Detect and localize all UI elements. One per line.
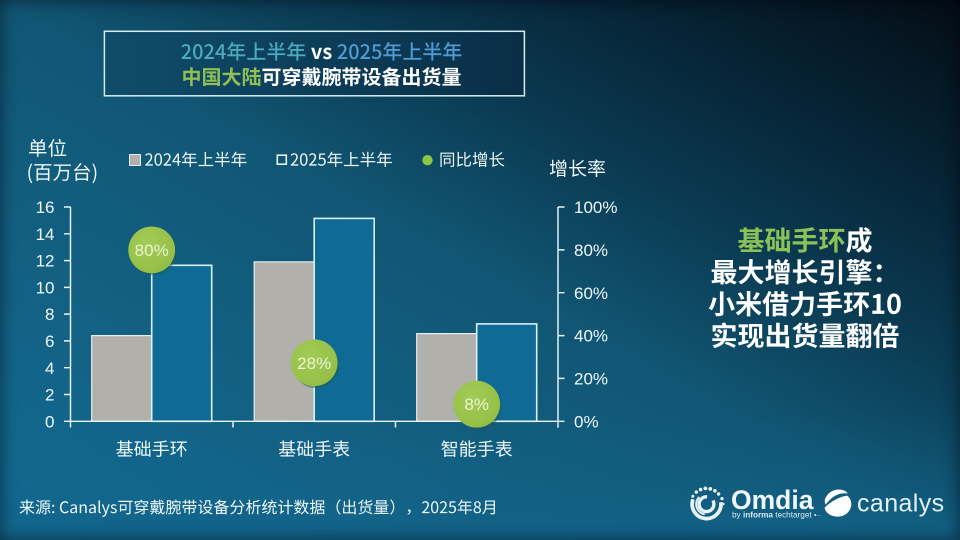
svg-text:80%: 80%	[574, 241, 608, 260]
svg-text:80%: 80%	[135, 241, 169, 260]
svg-text:0: 0	[45, 412, 54, 431]
svg-text:16: 16	[36, 198, 55, 217]
svg-text:2: 2	[45, 386, 54, 405]
svg-text:28%: 28%	[297, 354, 331, 373]
svg-text:100%: 100%	[574, 198, 617, 217]
svg-text:10: 10	[36, 279, 55, 298]
svg-text:6: 6	[45, 332, 54, 351]
svg-text:60%: 60%	[574, 284, 608, 303]
svg-text:20%: 20%	[574, 370, 608, 389]
svg-text:Omdia: Omdia	[731, 485, 814, 515]
svg-text:8%: 8%	[464, 395, 489, 414]
svg-text:40%: 40%	[574, 327, 608, 346]
svg-text:by informa techtarget •··: by informa techtarget •··	[732, 511, 821, 520]
svg-text:4: 4	[45, 359, 54, 378]
svg-text:8: 8	[45, 305, 54, 324]
svg-text:0%: 0%	[574, 412, 599, 431]
svg-text:14: 14	[36, 225, 55, 244]
svg-text:12: 12	[36, 252, 55, 271]
svg-text:canalys: canalys	[857, 490, 945, 518]
